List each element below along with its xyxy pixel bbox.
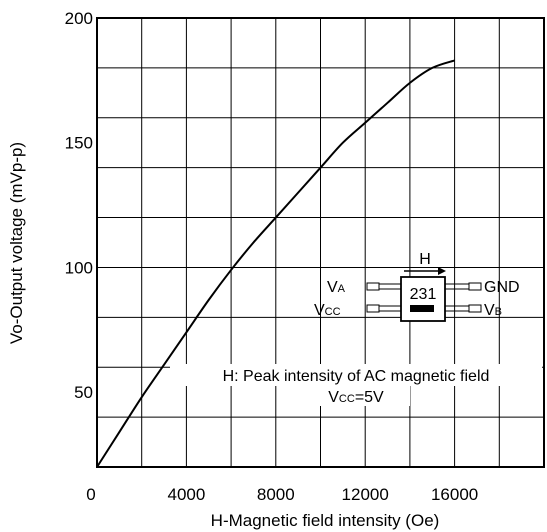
lead-right-top bbox=[445, 282, 482, 291]
note-backing-1 bbox=[170, 364, 542, 386]
plot-frame bbox=[96, 17, 545, 468]
pin-label-va: VA bbox=[327, 279, 346, 296]
field-arrow-label: H bbox=[419, 251, 431, 268]
y-axis-label: Vo-Output voltage (mVp-p) bbox=[7, 142, 26, 344]
note-line-1: H: Peak intensity of AC magnetic field bbox=[223, 368, 490, 385]
x-tick-label: 0 bbox=[86, 485, 95, 504]
note-line-2: VCC=5V bbox=[328, 389, 384, 406]
chip-marker bbox=[410, 305, 434, 312]
lead-left-bottom bbox=[366, 304, 401, 313]
x-tick-label: 16000 bbox=[431, 485, 478, 504]
chip-body bbox=[400, 276, 446, 322]
y-tick-label: 200 bbox=[65, 9, 93, 28]
tick-labels: 0 4000 8000 12000 16000 50 100 150 200 bbox=[65, 9, 479, 504]
x-tick-label: 8000 bbox=[257, 485, 295, 504]
x-tick-label: 12000 bbox=[342, 485, 389, 504]
y-tick-label: 100 bbox=[65, 258, 93, 277]
field-arrow-head bbox=[438, 267, 446, 275]
note-backing-2 bbox=[300, 386, 410, 406]
pin-label-gnd: GND bbox=[484, 279, 520, 296]
series-line bbox=[96, 59, 455, 468]
x-axis-label: H-Magnetic field intensity (Oe) bbox=[211, 511, 440, 530]
y-tick-label: 150 bbox=[65, 134, 93, 153]
pin-label-vcc: VCC bbox=[314, 302, 341, 319]
x-tick-label: 4000 bbox=[167, 485, 205, 504]
lead-left-top bbox=[366, 282, 401, 291]
sensor-diagram: H 231 VA VCC GND VB bbox=[314, 251, 520, 322]
lead-right-bottom bbox=[445, 304, 482, 313]
chip-label: 231 bbox=[410, 286, 437, 303]
y-tick-label: 50 bbox=[74, 383, 93, 402]
pin-label-vb: VB bbox=[484, 302, 502, 319]
